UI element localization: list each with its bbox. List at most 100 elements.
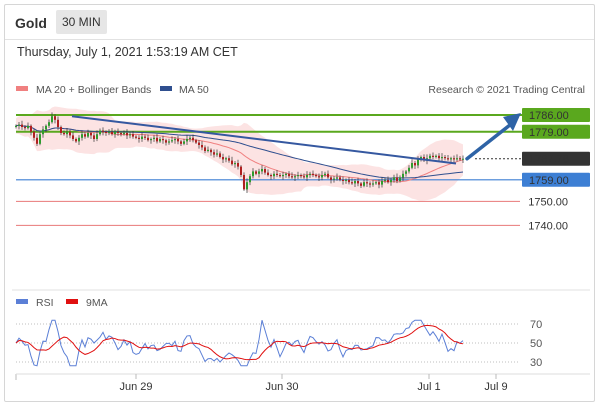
candle-body	[177, 139, 179, 142]
candle-body	[339, 177, 341, 180]
candle-body	[45, 125, 47, 130]
candle-body	[111, 131, 113, 135]
candle-body	[39, 134, 41, 144]
candle-body	[120, 133, 122, 135]
candle-body	[66, 131, 68, 135]
candle-body	[42, 129, 44, 135]
forecast-arrow-shaft	[465, 119, 517, 161]
candle-body	[156, 137, 158, 142]
ma20-legend-swatch	[16, 86, 28, 91]
ma20-legend-label: MA 20 + Bollinger Bands	[36, 84, 151, 96]
rsi-tick-50: 50	[530, 338, 542, 350]
candle-body	[366, 182, 368, 184]
candle-body	[354, 181, 356, 184]
candle-body	[390, 179, 392, 183]
candle-body	[297, 175, 299, 177]
candle-body	[444, 157, 446, 159]
candle-body	[312, 173, 314, 175]
level-label-1767-78: 1767.78	[529, 154, 569, 166]
candle-body	[372, 183, 374, 185]
candle-body	[249, 176, 251, 183]
candle-body	[384, 179, 386, 181]
candle-body	[432, 155, 434, 157]
candle-body	[228, 158, 230, 161]
candle-body	[306, 175, 308, 178]
ma50-line	[15, 124, 464, 179]
candle-body	[438, 155, 440, 159]
candle-body	[144, 136, 146, 138]
x-tick-label: Jun 30	[265, 381, 298, 393]
candle-body	[204, 147, 206, 151]
forecast-arrow-head	[503, 113, 521, 131]
candle-body	[363, 182, 365, 186]
rsi-tick-30: 30	[530, 357, 542, 369]
rsi-lines	[15, 319, 464, 367]
candle-body	[351, 182, 353, 184]
candle-body	[393, 177, 395, 180]
candle-body	[222, 157, 224, 160]
candle-body	[387, 179, 389, 183]
candle-body	[117, 131, 119, 133]
rsi-ma-legend-label: 9MA	[86, 297, 108, 309]
candle-body	[96, 134, 98, 139]
candle-body	[33, 131, 35, 138]
candle-body	[15, 125, 17, 127]
candle-body	[162, 139, 164, 141]
instrument-name: Gold	[15, 15, 47, 31]
ma50-legend-swatch	[160, 86, 172, 91]
candle-body	[192, 137, 194, 141]
candle-body	[279, 175, 281, 177]
candle-body	[321, 175, 323, 178]
candle-body	[300, 175, 302, 177]
candle-body	[435, 155, 437, 157]
level-label-1779-00: 1779.00	[529, 127, 569, 139]
candle-body	[150, 139, 152, 141]
candle-body	[30, 125, 32, 132]
candle-body	[429, 155, 431, 159]
candle-body	[405, 171, 407, 174]
candle-body	[342, 179, 344, 181]
candle-body	[24, 127, 26, 129]
candle-body	[282, 175, 284, 177]
candle-body	[54, 116, 56, 120]
candle-body	[57, 119, 59, 127]
bollinger-band	[16, 106, 463, 201]
candle-body	[153, 137, 155, 139]
candle-body	[273, 173, 275, 177]
candle-body	[264, 169, 266, 173]
interval-button[interactable]: 30 MIN	[56, 10, 107, 34]
candle-body	[51, 116, 53, 123]
candle-body	[267, 172, 269, 175]
candle-body	[291, 176, 293, 178]
candle-body	[87, 133, 89, 137]
candle-body	[90, 133, 92, 136]
candle-body	[171, 140, 173, 142]
rsi-legend-swatch	[16, 299, 28, 304]
candle-body	[216, 153, 218, 155]
candle-body	[147, 137, 149, 141]
copyright-label: Research © 2021 Trading Central	[428, 84, 585, 96]
trendline	[71, 115, 457, 165]
candle-body	[84, 134, 86, 137]
candle-body	[399, 177, 401, 181]
rsi-grid: 30 50 70	[16, 319, 542, 369]
candle-body	[378, 182, 380, 185]
candle-body	[303, 176, 305, 178]
candle-body	[276, 173, 278, 175]
candle-body	[333, 178, 335, 180]
candle-body	[60, 127, 62, 133]
candle-body	[78, 137, 80, 142]
ma50-legend-label: MA 50	[179, 84, 209, 96]
candle-body	[141, 136, 143, 139]
rsi-ma-legend-swatch	[66, 299, 78, 304]
candle-body	[93, 135, 95, 139]
candle-body	[360, 183, 362, 186]
candle-body	[246, 182, 248, 190]
candle-body	[402, 173, 404, 178]
candle-body	[441, 157, 443, 159]
candle-body	[114, 131, 116, 135]
candle-body	[108, 131, 110, 133]
candle-body	[258, 171, 260, 174]
candle-body	[225, 158, 227, 160]
